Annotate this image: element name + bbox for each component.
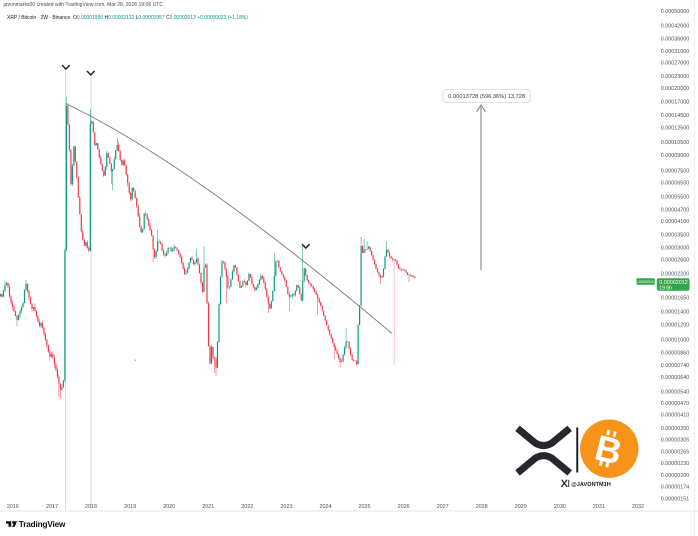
svg-text:0.00001650: 0.00001650 <box>661 296 689 302</box>
svg-text:2025: 2025 <box>359 504 371 510</box>
svg-text:0.00014500: 0.00014500 <box>661 113 689 119</box>
svg-text:2018: 2018 <box>85 504 97 510</box>
svg-text:0.00020000: 0.00020000 <box>661 86 689 92</box>
svg-text:0.00042000: 0.00042000 <box>661 24 689 30</box>
svg-text:0.00002200: 0.00002200 <box>661 271 689 277</box>
svg-text:0.00050000: 0.00050000 <box>661 9 689 15</box>
svg-text:2022: 2022 <box>241 504 253 510</box>
svg-text:2032: 2032 <box>632 504 644 510</box>
svg-text:0.00004700: 0.00004700 <box>661 208 689 214</box>
svg-text:0.00000740: 0.00000740 <box>661 363 689 369</box>
svg-text:0.00001400: 0.00001400 <box>661 309 689 315</box>
svg-text:0.00000265: 0.00000265 <box>661 449 689 455</box>
svg-text:0.00027000: 0.00027000 <box>661 61 689 67</box>
svg-text:0.00000860: 0.00000860 <box>661 350 689 356</box>
svg-text:2019: 2019 <box>124 504 136 510</box>
svg-text:2029: 2029 <box>515 504 527 510</box>
svg-text:2023: 2023 <box>280 504 292 510</box>
svg-text:0.00003500: 0.00003500 <box>661 232 689 238</box>
svg-text:0.00002012: 0.00002012 <box>659 280 687 286</box>
svg-text:0.00000174: 0.00000174 <box>661 485 689 491</box>
svg-text:0.00000470: 0.00000470 <box>661 401 689 407</box>
svg-text:0.00002012: 0.00002012 <box>636 280 656 284</box>
svg-text:2030: 2030 <box>554 504 566 510</box>
svg-text:0.00000410: 0.00000410 <box>661 413 689 419</box>
svg-text:0.00001200: 0.00001200 <box>661 322 689 328</box>
svg-text:0.00000305: 0.00000305 <box>661 437 689 443</box>
svg-text:0.00001000: 0.00001000 <box>661 338 689 344</box>
svg-text:0.00010500: 0.00010500 <box>661 140 689 146</box>
svg-text:0.00023000: 0.00023000 <box>661 74 689 80</box>
svg-text:0.00000200: 0.00000200 <box>661 473 689 479</box>
svg-text:2026: 2026 <box>398 504 410 510</box>
svg-text:0.00036000: 0.00036000 <box>661 37 689 43</box>
svg-text:0.00000640: 0.00000640 <box>661 375 689 381</box>
svg-text:0.00017000: 0.00017000 <box>661 100 689 106</box>
svg-text:2031: 2031 <box>593 504 605 510</box>
svg-text:0.00000151: 0.00000151 <box>661 497 689 503</box>
svg-text:2020: 2020 <box>163 504 175 510</box>
svg-text:@JAVONTM1H: @JAVONTM1H <box>571 482 611 488</box>
svg-text:0.00005500: 0.00005500 <box>661 194 689 200</box>
svg-text:0.00006500: 0.00006500 <box>661 180 689 186</box>
svg-text:TradingView: TradingView <box>19 520 66 529</box>
svg-text:2021: 2021 <box>202 504 214 510</box>
svg-text:0.00000540: 0.00000540 <box>661 389 689 395</box>
svg-text:0.00000230: 0.00000230 <box>661 461 689 467</box>
svg-text:0.00003000: 0.00003000 <box>661 245 689 251</box>
svg-text:2024: 2024 <box>320 504 332 510</box>
svg-text:0.00004100: 0.00004100 <box>661 219 689 225</box>
svg-text:2027: 2027 <box>437 504 449 510</box>
svg-text:2028: 2028 <box>476 504 488 510</box>
svg-text:0.00031000: 0.00031000 <box>661 49 689 55</box>
svg-text:0.00012500: 0.00012500 <box>661 125 689 131</box>
svg-text:0.00007500: 0.00007500 <box>661 168 689 174</box>
svg-text:0.00009000: 0.00009000 <box>661 153 689 159</box>
svg-text:0.00000350: 0.00000350 <box>661 426 689 432</box>
svg-text:2017: 2017 <box>46 504 58 510</box>
svg-text:2016: 2016 <box>7 504 19 510</box>
svg-text:0.00013728 (596.36%) 13,728: 0.00013728 (596.36%) 13,728 <box>448 94 525 100</box>
svg-text:0.00002600: 0.00002600 <box>661 257 689 263</box>
svg-text:19 6h: 19 6h <box>659 286 672 292</box>
